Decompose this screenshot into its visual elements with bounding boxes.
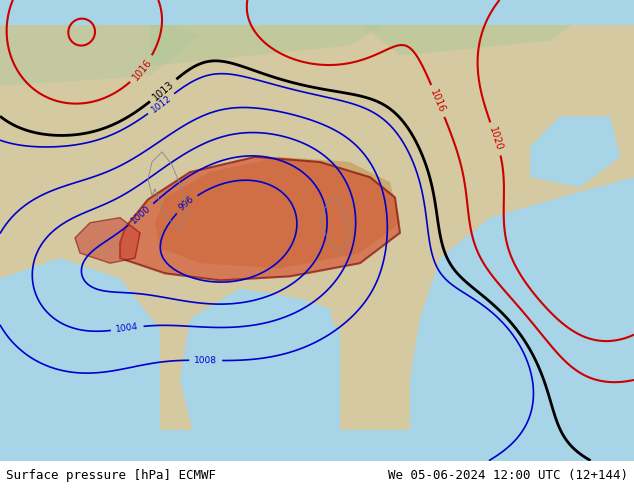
Text: 1016: 1016 bbox=[429, 88, 447, 114]
Text: We 05-06-2024 12:00 UTC (12+144): We 05-06-2024 12:00 UTC (12+144) bbox=[387, 469, 628, 482]
Text: Surface pressure [hPa] ECMWF: Surface pressure [hPa] ECMWF bbox=[6, 469, 216, 482]
Polygon shape bbox=[155, 157, 400, 268]
Polygon shape bbox=[410, 177, 634, 461]
Text: 1013: 1013 bbox=[151, 79, 176, 102]
Text: 996: 996 bbox=[177, 195, 196, 213]
Polygon shape bbox=[350, 0, 600, 56]
Polygon shape bbox=[0, 0, 200, 86]
Polygon shape bbox=[0, 0, 634, 25]
Text: 1020: 1020 bbox=[488, 125, 504, 152]
Polygon shape bbox=[120, 157, 400, 280]
Polygon shape bbox=[265, 298, 340, 400]
Polygon shape bbox=[150, 0, 400, 66]
Text: 1000: 1000 bbox=[129, 203, 153, 225]
Polygon shape bbox=[530, 117, 620, 187]
Text: 1004: 1004 bbox=[115, 322, 139, 334]
Text: 1008: 1008 bbox=[194, 356, 217, 365]
Text: 1012: 1012 bbox=[150, 93, 173, 114]
Polygon shape bbox=[75, 218, 140, 263]
Polygon shape bbox=[180, 289, 340, 461]
Text: 1016: 1016 bbox=[131, 57, 153, 82]
Polygon shape bbox=[0, 258, 160, 461]
